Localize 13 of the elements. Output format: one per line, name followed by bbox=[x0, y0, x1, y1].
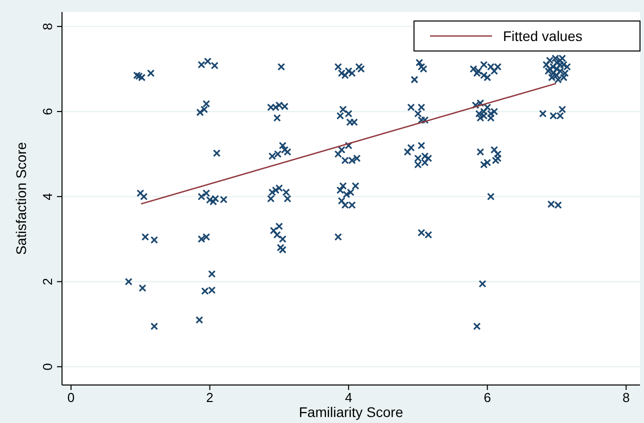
y-tick-label: 6 bbox=[40, 108, 55, 116]
y-tick-label: 4 bbox=[40, 192, 55, 200]
y-axis-title: Satisfaction Score bbox=[13, 142, 29, 255]
x-tick-label: 6 bbox=[484, 390, 491, 405]
x-tick-label: 4 bbox=[344, 390, 352, 405]
x-tick-label: 8 bbox=[622, 390, 630, 405]
y-tick-label: 2 bbox=[40, 278, 55, 286]
x-axis-title: Familiarity Score bbox=[298, 404, 404, 420]
x-tick-label: 2 bbox=[206, 390, 214, 405]
x-tick-label: 0 bbox=[67, 390, 75, 405]
y-tick-label: 0 bbox=[40, 363, 55, 370]
legend-label: Fitted values bbox=[503, 28, 582, 44]
y-tick-label: 8 bbox=[40, 22, 55, 30]
